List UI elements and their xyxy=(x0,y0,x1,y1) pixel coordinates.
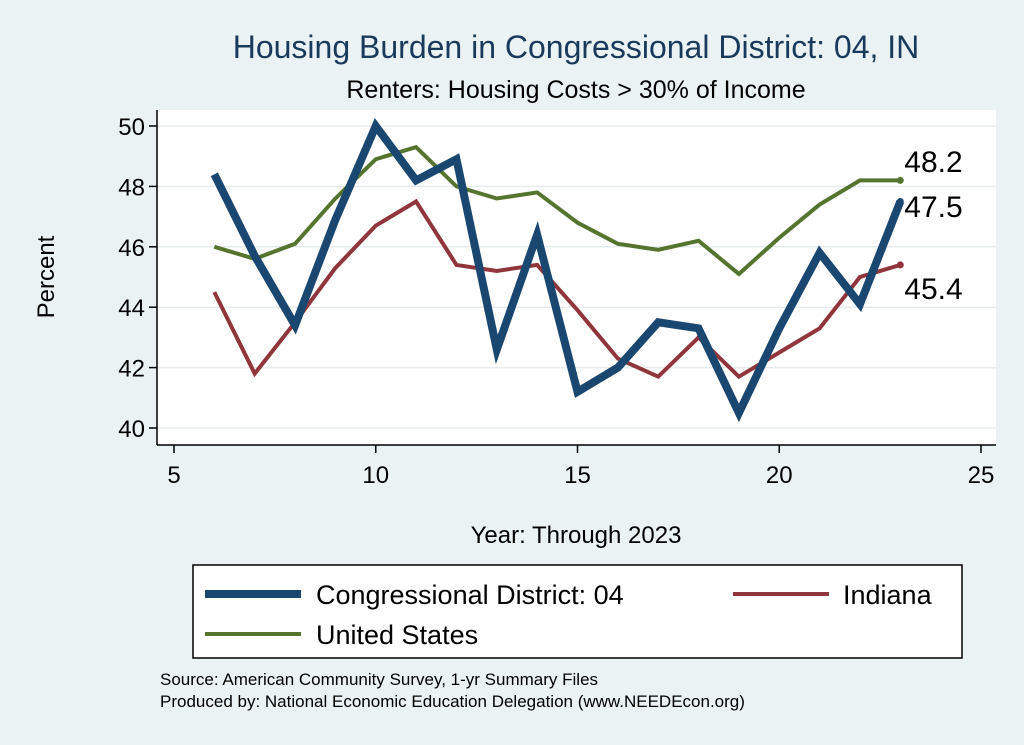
x-tick-label: 15 xyxy=(564,462,591,489)
series-line-congressional-district-04 xyxy=(210,118,905,423)
legend-label: Indiana xyxy=(843,580,933,610)
chart-subtitle: Renters: Housing Costs > 30% of Income xyxy=(346,76,805,104)
y-tick-label: 42 xyxy=(118,356,145,383)
y-tick-label: 46 xyxy=(118,235,145,262)
end-value-label: 45.4 xyxy=(904,273,962,306)
y-tick-label: 44 xyxy=(118,295,145,322)
x-tick-label: 20 xyxy=(766,462,793,489)
end-point xyxy=(896,261,904,269)
legend-label: United States xyxy=(316,620,478,650)
x-tick-label: 5 xyxy=(167,462,180,489)
x-tick-label: 10 xyxy=(362,462,389,489)
series-line-united-states xyxy=(213,144,901,277)
legend-label: Congressional District: 04 xyxy=(316,580,624,610)
x-axis-label: Year: Through 2023 xyxy=(471,522,682,549)
series-lines xyxy=(210,118,905,423)
y-axis-label: Percent xyxy=(33,235,60,318)
y-tick-label: 50 xyxy=(118,114,145,141)
end-value-label: 48.2 xyxy=(904,146,962,179)
end-point xyxy=(896,198,904,205)
legend xyxy=(192,564,963,659)
chart-title: Housing Burden in Congressional District… xyxy=(233,29,920,65)
x-tick-label: 25 xyxy=(968,462,995,489)
axes: 40 42 44 46 48 50 5 10 15 20 25 xyxy=(118,110,996,489)
end-labels: 47.5 45.4 48.2 xyxy=(896,146,963,306)
source-line-1: Source: American Community Survey, 1-yr … xyxy=(160,670,598,689)
y-tick-label: 40 xyxy=(118,416,145,443)
series-line-indiana xyxy=(212,198,901,380)
legend-entries: Congressional District: 04 Indiana United … xyxy=(205,580,933,650)
end-point xyxy=(896,176,904,184)
source-line-2: Produced by: National Economic Education… xyxy=(160,692,745,711)
y-tick-label: 48 xyxy=(118,174,145,201)
end-value-label: 47.5 xyxy=(904,191,962,224)
